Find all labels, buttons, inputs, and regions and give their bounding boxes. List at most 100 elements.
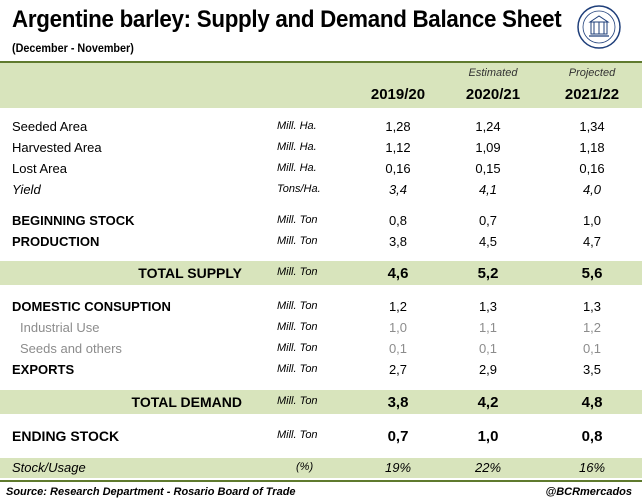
cell-2020-21: 1,1 [478,320,498,335]
cell-2019-20: 0,8 [388,213,408,228]
cell-2020-21: 1,09 [475,140,501,155]
cell-2021-22: 1,2 [582,320,602,335]
cell-2021-22: 0,8 [581,428,603,445]
cell-2019-20: 1,0 [388,320,408,335]
row-unit: Mill. Ha. [277,162,317,174]
table-row-lost-area: Lost Area Mill. Ha. 0,16 0,15 0,16 [0,159,642,180]
cell-2021-22: 0,1 [582,341,602,356]
row-unit: Mill. Ton [277,300,318,312]
row-label: PRODUCTION [12,234,100,249]
row-unit: Tons/Ha. [277,183,321,195]
cell-2020-21: 4,1 [478,182,498,197]
row-label: Stock/Usage [12,460,86,475]
page-subtitle: (December - November) [12,41,134,55]
row-label: ENDING STOCK [12,428,120,444]
cell-2019-20: 1,2 [388,299,408,314]
top-rule [0,61,642,63]
row-unit: (%) [296,461,314,473]
row-unit: Mill. Ton [277,429,318,441]
cell-2019-20: 19% [384,460,412,475]
source-note: Source: Research Department - Rosario Bo… [6,486,296,498]
row-label: Lost Area [12,161,67,176]
cell-2021-22: 4,8 [581,394,603,411]
table-row-stock-usage: Stock/Usage (%) 19% 22% 16% [0,458,642,479]
cell-2020-21: 0,15 [475,161,501,176]
cell-2019-20: 3,8 [387,394,409,411]
cell-2020-21: 1,3 [478,299,498,314]
bcr-seal-icon [577,5,621,49]
page-title: Argentine barley: Supply and Demand Bala… [12,6,562,33]
row-unit: Mill. Ton [277,342,318,354]
cell-2021-22: 4,0 [582,182,602,197]
cell-2021-22: 0,16 [579,161,605,176]
row-unit: Mill. Ton [277,214,318,226]
cell-2019-20: 3,8 [388,234,408,249]
cell-2019-20: 3,4 [388,182,408,197]
column-header-2021-22: 2021/22 [564,86,620,103]
row-unit: Mill. Ton [277,266,318,278]
cell-2021-22: 16% [578,460,606,475]
table-row-seeds-and-others: Seeds and others Mill. Ton 0,1 0,1 0,1 [0,339,642,360]
cell-2021-22: 1,34 [579,119,605,134]
cell-2021-22: 1,0 [582,213,602,228]
cell-2020-21: 1,0 [477,428,499,445]
total-demand-band [0,390,642,414]
cell-2021-22: 5,6 [581,265,603,282]
row-label: DOMESTIC CONSUPTION [12,299,171,314]
cell-2019-20: 1,28 [385,119,411,134]
row-label: TOTAL SUPPLY [138,265,242,281]
cell-2020-21: 5,2 [477,265,499,282]
table-row-total-demand: TOTAL DEMAND Mill. Ton 3,8 4,2 4,8 [0,392,642,413]
bottom-rule [0,480,642,482]
table-row-beginning-stock: BEGINNING STOCK Mill. Ton 0,8 0,7 1,0 [0,211,642,232]
row-label: TOTAL DEMAND [131,394,242,410]
cell-2021-22: 4,7 [582,234,602,249]
cell-2019-20: 1,12 [385,140,411,155]
social-handle: @BCRmercados [545,486,632,498]
table-row-harvested-area: Harvested Area Mill. Ha. 1,12 1,09 1,18 [0,138,642,159]
cell-2021-22: 1,3 [582,299,602,314]
table-row-exports: EXPORTS Mill. Ton 2,7 2,9 3,5 [0,360,642,381]
column-header-band [0,63,642,108]
cell-2019-20: 0,7 [387,428,409,445]
row-label: Seeds and others [20,341,122,356]
total-supply-band [0,261,642,285]
row-label: Industrial Use [20,320,100,335]
row-unit: Mill. Ha. [277,141,317,153]
row-unit: Mill. Ha. [277,120,317,132]
row-label: EXPORTS [12,362,75,377]
row-label: Harvested Area [12,140,102,155]
row-unit: Mill. Ton [277,235,318,247]
cell-2020-21: 4,2 [477,394,499,411]
table-row-total-supply: TOTAL SUPPLY Mill. Ton 4,6 5,2 5,6 [0,263,642,284]
cell-2021-22: 3,5 [582,362,602,377]
cell-2020-21: 0,1 [478,341,498,356]
cell-2021-22: 1,18 [579,140,605,155]
table-row-industrial-use: Industrial Use Mill. Ton 1,0 1,1 1,2 [0,318,642,339]
cell-2020-21: 2,9 [478,362,498,377]
column-header-2020-21: 2020/21 [465,86,521,103]
stock-usage-band [0,458,642,478]
column-header-2019-20: 2019/20 [370,86,426,103]
cell-2019-20: 0,16 [385,161,411,176]
row-label: BEGINNING STOCK [12,213,135,228]
cell-2020-21: 22% [474,460,502,475]
table-row-production: PRODUCTION Mill. Ton 3,8 4,5 4,7 [0,232,642,253]
table-row-seeded-area: Seeded Area Mill. Ha. 1,28 1,24 1,34 [0,117,642,138]
table-row-domestic-consumption: DOMESTIC CONSUPTION Mill. Ton 1,2 1,3 1,… [0,297,642,318]
row-unit: Mill. Ton [277,363,318,375]
cell-2020-21: 1,24 [475,119,501,134]
column-note-2: Estimated [468,67,518,79]
row-label: Yield [12,182,41,197]
cell-2019-20: 2,7 [388,362,408,377]
cell-2020-21: 4,5 [478,234,498,249]
cell-2020-21: 0,7 [478,213,498,228]
table-row-yield: Yield Tons/Ha. 3,4 4,1 4,0 [0,180,642,201]
row-unit: Mill. Ton [277,321,318,333]
row-label: Seeded Area [12,119,88,134]
table-row-ending-stock: ENDING STOCK Mill. Ton 0,7 1,0 0,8 [0,426,642,447]
row-unit: Mill. Ton [277,395,318,407]
column-note-3: Projected [568,67,616,79]
cell-2019-20: 4,6 [387,265,409,282]
cell-2019-20: 0,1 [388,341,408,356]
